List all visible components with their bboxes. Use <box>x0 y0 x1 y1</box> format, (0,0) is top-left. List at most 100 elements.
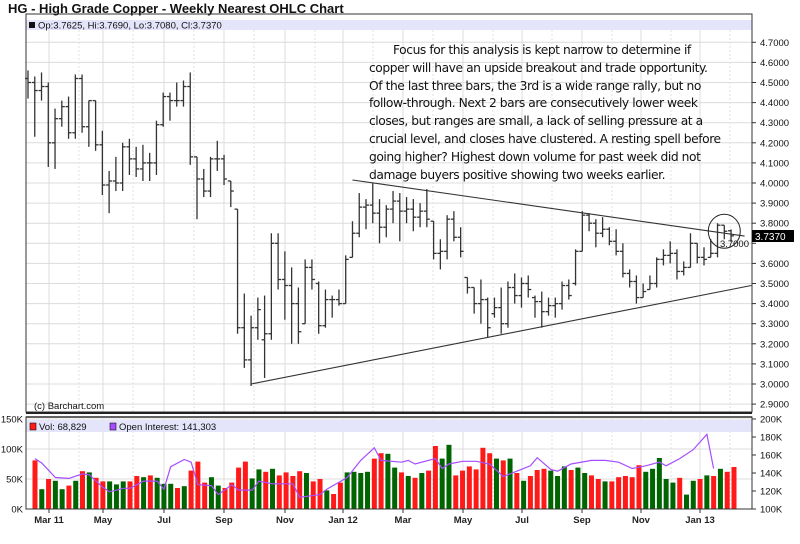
ohlc-bar <box>592 219 599 248</box>
volume-bar <box>453 475 459 509</box>
volume-bar <box>711 476 717 509</box>
volume-bar <box>39 489 45 509</box>
volume-bar <box>93 477 99 509</box>
ohlc-bar <box>106 170 113 214</box>
price-tick-label: 3.6000 <box>760 259 789 270</box>
ohlc-bar <box>322 289 329 328</box>
price-tick-label: 3.5000 <box>760 279 789 290</box>
ohlc-bar <box>241 293 248 368</box>
volume-bar <box>263 471 269 509</box>
volume-bar <box>371 458 377 509</box>
ohlc-bar <box>173 82 180 107</box>
volume-bar <box>80 471 86 509</box>
volume-bar <box>358 473 364 509</box>
ohlc-bar <box>532 295 538 318</box>
volume-bar <box>683 494 689 509</box>
ohlc-bar <box>363 199 369 230</box>
time-tick-label: Jul <box>515 515 529 526</box>
volume-bar <box>195 461 201 509</box>
volume-bar <box>147 475 153 509</box>
volume-bar <box>555 476 561 509</box>
support-trendline <box>250 284 752 385</box>
volume-legend-swatch <box>29 422 37 431</box>
volume-axis-label: 150K <box>1 415 24 426</box>
ohlc-bar <box>565 279 572 300</box>
price-tick-label: 3.0000 <box>760 380 789 391</box>
volume-bar <box>188 470 194 509</box>
volume-bar <box>690 480 696 509</box>
ohlc-bar <box>383 205 390 238</box>
price-tick-label: 2.9000 <box>760 400 789 411</box>
volume-bar <box>622 476 628 509</box>
volume-bar <box>168 483 174 509</box>
last-price-label: 3.7370 <box>755 232 786 243</box>
ohlc-bar <box>701 247 707 266</box>
ohlc-bar <box>79 74 86 133</box>
ohlc-bar <box>38 72 45 101</box>
ohlc-bar <box>261 295 268 378</box>
ohlc-bar <box>606 227 613 246</box>
ohlc-bar <box>417 203 424 228</box>
volume-bar <box>222 488 228 509</box>
price-tick-label: 4.5000 <box>760 78 789 89</box>
volume-bar <box>650 468 656 509</box>
volume-bar <box>303 473 309 509</box>
ohlc-bar <box>667 241 674 264</box>
volume-bar <box>73 480 79 509</box>
ohlc-bar <box>349 221 356 259</box>
price-tick-label: 4.2000 <box>760 138 789 149</box>
oi-axis-label: 180K <box>760 433 783 444</box>
volume-bar <box>582 473 588 509</box>
ohlc-bar <box>281 251 288 320</box>
ohlc-bar <box>376 199 383 244</box>
volume-bar <box>466 466 472 509</box>
volume-bar <box>59 489 65 509</box>
volume-bar <box>493 458 499 509</box>
ohlc-bar <box>160 92 167 127</box>
ohlc-bar <box>234 208 241 334</box>
volume-bar <box>514 473 520 509</box>
volume-bar <box>487 453 493 509</box>
volume-bar <box>337 482 343 509</box>
ohlc-bar <box>85 99 92 147</box>
oi-legend-text: Open Interest: 141,303 <box>119 422 216 433</box>
time-tick-label: Sep <box>215 515 233 526</box>
volume-bar <box>46 479 52 509</box>
volume-bar <box>283 472 289 509</box>
ohlc-bar <box>31 76 38 137</box>
volume-bar <box>656 458 662 509</box>
volume-bar <box>419 473 425 509</box>
volume-bar <box>704 475 710 509</box>
volume-bar <box>609 481 615 509</box>
ohlc-bar <box>200 168 207 198</box>
price-tick-label: 3.1000 <box>760 359 789 370</box>
time-tick-label: Jan 12 <box>328 515 358 526</box>
ohlc-bar <box>72 74 79 139</box>
ohlc-bar <box>673 249 680 280</box>
volume-bar <box>297 471 303 509</box>
note-line: going higher? Highest down volume for pa… <box>369 149 701 164</box>
price-tick-label: 3.9000 <box>760 199 789 210</box>
time-tick-label: Jan 13 <box>685 515 715 526</box>
ohlc-bar <box>248 315 255 387</box>
volume-bar <box>588 475 594 509</box>
volume-bar <box>663 479 669 509</box>
price-tick-label: 4.4000 <box>760 98 789 109</box>
ohlc-bar <box>579 211 586 252</box>
ohlc-bar <box>477 279 484 324</box>
ohlc-bar <box>308 259 315 290</box>
volume-bar <box>473 469 479 509</box>
ohlc-bar <box>687 233 694 269</box>
volume-bar <box>697 479 703 509</box>
volume-bar <box>331 494 337 509</box>
ohlc-bar <box>619 243 626 278</box>
volume-bar <box>439 458 445 509</box>
copyright-text: (c) Barchart.com <box>34 401 104 412</box>
volume-bar <box>731 467 737 509</box>
ohlc-bar <box>58 100 65 127</box>
ohlc-bar <box>403 197 410 224</box>
trendline-annotations <box>250 179 752 385</box>
ohlc-bar <box>721 224 728 240</box>
ohlc-bar <box>437 239 444 270</box>
volume-bar <box>643 471 649 509</box>
